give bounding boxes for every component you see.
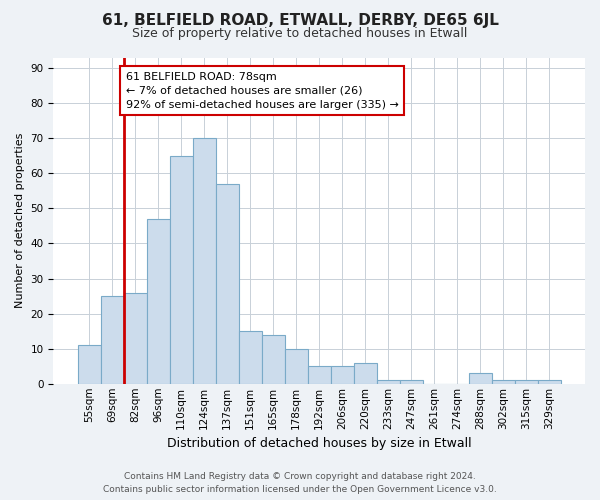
Bar: [354, 362, 377, 384]
Bar: [331, 366, 354, 384]
Y-axis label: Number of detached properties: Number of detached properties: [15, 133, 25, 308]
Bar: [239, 331, 262, 384]
Text: 61 BELFIELD ROAD: 78sqm
← 7% of detached houses are smaller (26)
92% of semi-det: 61 BELFIELD ROAD: 78sqm ← 7% of detached…: [126, 72, 399, 110]
Bar: [215, 184, 239, 384]
Text: Contains HM Land Registry data © Crown copyright and database right 2024.: Contains HM Land Registry data © Crown c…: [124, 472, 476, 481]
Bar: [124, 292, 146, 384]
X-axis label: Distribution of detached houses by size in Etwall: Distribution of detached houses by size …: [167, 437, 472, 450]
Text: Contains public sector information licensed under the Open Government Licence v3: Contains public sector information licen…: [103, 485, 497, 494]
Bar: [77, 345, 101, 384]
Bar: [400, 380, 423, 384]
Bar: [377, 380, 400, 384]
Bar: [170, 156, 193, 384]
Bar: [538, 380, 561, 384]
Bar: [193, 138, 215, 384]
Bar: [262, 334, 284, 384]
Bar: [469, 373, 492, 384]
Bar: [515, 380, 538, 384]
Bar: [101, 296, 124, 384]
Text: Size of property relative to detached houses in Etwall: Size of property relative to detached ho…: [133, 28, 467, 40]
Text: 61, BELFIELD ROAD, ETWALL, DERBY, DE65 6JL: 61, BELFIELD ROAD, ETWALL, DERBY, DE65 6…: [101, 12, 499, 28]
Bar: [492, 380, 515, 384]
Bar: [308, 366, 331, 384]
Bar: [284, 348, 308, 384]
Bar: [146, 219, 170, 384]
